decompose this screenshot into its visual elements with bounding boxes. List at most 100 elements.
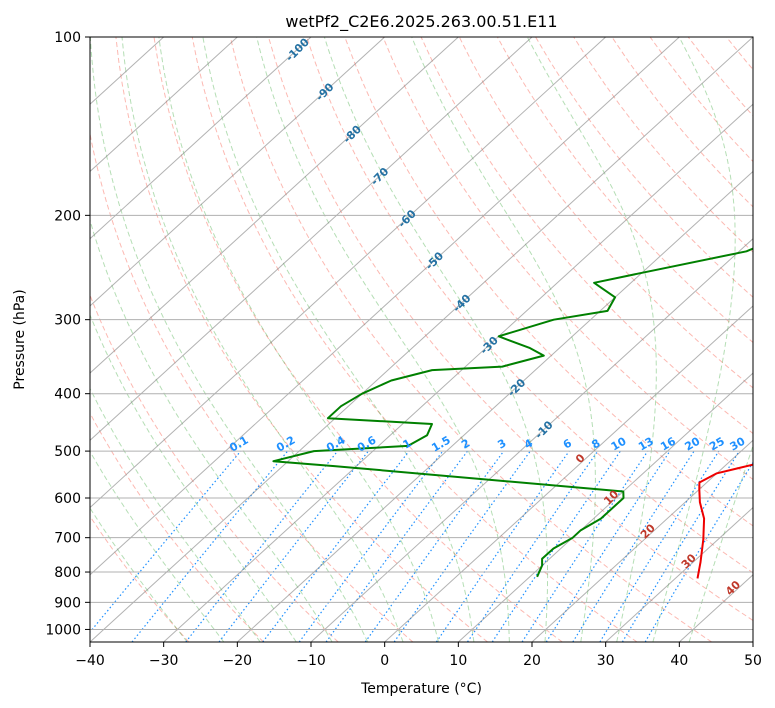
y-tick-label: 300: [54, 313, 81, 329]
y-tick-label: 800: [54, 565, 81, 581]
mixing-ratio-line: [218, 450, 369, 642]
isotherm-line: [90, 37, 238, 173]
isoline-labels: 0.1 0.2 0.4 0.6 1 1.5 2 3 4 6 8 10 13 16 20 25 30-100-90…: [227, 35, 747, 598]
y-tick-label: 700: [54, 531, 81, 547]
moist-adiabat: [652, 37, 736, 642]
isotherm-line: [310, 237, 753, 642]
mixing-ratio-line: [325, 450, 468, 642]
plot-frame: [89, 36, 754, 643]
dry-adiabat: [649, 37, 753, 163]
isotherm-line: [531, 439, 753, 642]
y-tick-label: 100: [54, 30, 81, 46]
isotherm-line: [90, 37, 386, 307]
dry-adiabat: [306, 37, 753, 574]
y-tick-label: 600: [54, 491, 81, 507]
mixing-ratio-line: [521, 450, 649, 642]
moist-adiabat: [90, 507, 188, 642]
dry-adiabat: [535, 37, 753, 298]
x-axis-ticks: −40 −30 −20 −10 0 10 20 30 40 50: [75, 642, 762, 669]
dry-adiabat: [344, 37, 753, 527]
adiabat-label: 40: [723, 578, 743, 598]
pressure-grid: [90, 37, 753, 630]
moist-adiabat: [90, 387, 261, 642]
y-tick-label: 400: [54, 387, 81, 403]
background-lines: [90, 37, 753, 642]
adiabat-label: 30: [679, 551, 699, 571]
dry-adiabat: [90, 515, 190, 642]
mixing-ratio-line: [572, 450, 695, 642]
dry-adiabat: [382, 37, 753, 481]
temperature-profile: [696, 463, 753, 579]
dry-adiabat: [229, 37, 712, 642]
x-tick-label: 50: [744, 653, 762, 669]
mixing-ratio-line: [262, 450, 410, 642]
x-tick-label: 20: [523, 653, 541, 669]
x-tick-label: −30: [149, 653, 179, 669]
mixing-ratio-line: [545, 450, 671, 642]
isotherm-line: [384, 305, 753, 642]
dry-adiabat: [191, 37, 638, 642]
mixing-ratio-line: [491, 450, 621, 642]
dry-adiabat: [90, 131, 414, 642]
moist-adiabat: [121, 37, 404, 642]
mixing-ratio-line: [185, 450, 339, 642]
x-tick-label: −20: [223, 653, 253, 669]
dry-adiabat: [153, 37, 563, 642]
moist-adiabat: [90, 37, 369, 642]
dry-adiabat: [268, 37, 753, 622]
y-tick-label: 200: [54, 208, 81, 224]
x-axis-label: Temperature (°C): [360, 681, 482, 697]
isotherm-line: [90, 37, 753, 642]
isotherm-line: [90, 37, 680, 576]
mixing-ratio-label: 3: [495, 437, 508, 452]
moist-adiabat: [202, 37, 475, 642]
mixing-ratio-line: [599, 450, 720, 642]
isotherm-line: [236, 170, 753, 642]
moist-adiabat: [90, 218, 333, 642]
y-axis-ticks: 100 200 300 400 500 600 700 800 900 1000: [45, 30, 90, 638]
dry-adiabat: [726, 37, 753, 71]
moist-adiabat: [90, 313, 297, 642]
isotherm-line: [90, 37, 312, 240]
mixing-ratio-label: 6: [561, 436, 574, 451]
moist-adiabat: [411, 37, 596, 642]
dewpoint-profile: [272, 247, 753, 578]
dry-adiabat: [573, 37, 753, 253]
dry-adiabat: [115, 37, 488, 642]
mixing-ratio-label: 8: [589, 437, 602, 452]
mixing-ratio-line: [364, 450, 505, 642]
moist-adiabat: [256, 37, 510, 642]
dry-adiabat: [420, 37, 753, 435]
sounding-series: [272, 247, 753, 579]
moist-adiabat: [90, 450, 225, 642]
isotherm-line: [605, 506, 753, 642]
isotherm-line: [163, 103, 753, 642]
chart-title: wetPf2_C2E6.2025.263.00.51.E11: [285, 12, 557, 32]
mixing-ratio-label: 2: [459, 437, 472, 452]
y-tick-label: 1000: [45, 622, 81, 638]
isotherm-line: [90, 37, 607, 509]
mixing-ratio-line: [466, 450, 599, 642]
x-tick-label: 40: [670, 653, 688, 669]
mixing-ratio-line: [131, 450, 289, 642]
x-tick-label: 0: [380, 653, 389, 669]
x-tick-label: −10: [296, 653, 326, 669]
dry-adiabat: [90, 412, 264, 642]
y-tick-label: 500: [54, 444, 81, 460]
mixing-ratio-line: [90, 450, 242, 633]
isotherm-line: [90, 37, 533, 442]
x-tick-label: 10: [449, 653, 467, 669]
mixing-ratio-line: [298, 450, 444, 642]
mixing-ratio-line: [435, 450, 570, 642]
isotherm-line: [752, 641, 753, 642]
isotherm-line: [90, 37, 459, 374]
y-tick-label: 900: [54, 595, 81, 611]
x-tick-label: 30: [597, 653, 615, 669]
moist-adiabat: [323, 37, 549, 642]
dry-adiabat: [496, 37, 753, 344]
isotherm-line: [457, 372, 753, 642]
y-axis-label: Pressure (hPa): [12, 289, 28, 389]
dry-adiabat: [611, 37, 753, 208]
moist-adiabat: [526, 37, 657, 642]
